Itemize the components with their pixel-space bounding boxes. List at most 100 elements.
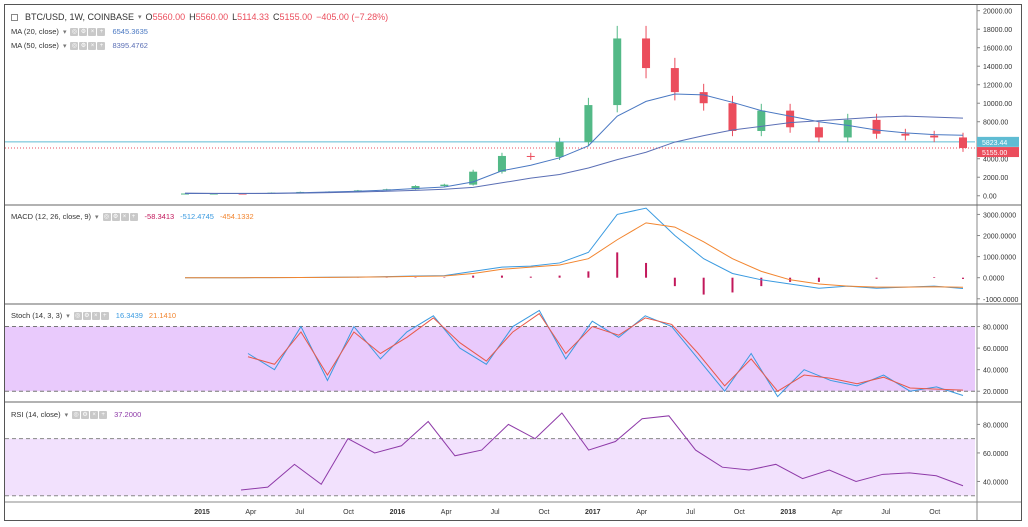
ma20-value: 6545.3635 xyxy=(112,27,148,36)
x-tick-label: Apr xyxy=(245,509,257,516)
y-tick-label: -1000.0000 xyxy=(983,297,1019,304)
chart-frame: 0.002000.004000.006000.008000.0010000.00… xyxy=(4,4,1022,521)
macd-legend: MACD (12, 26, close, 9) ▾ ◎ ⚙ × + -58.3413 … xyxy=(11,212,254,221)
ma50-line xyxy=(184,115,964,194)
candle-body xyxy=(872,119,881,134)
ohlc-key-l: L xyxy=(232,12,238,22)
candle-body xyxy=(440,184,449,187)
y-tick-label: 20.0000 xyxy=(983,389,1008,396)
y-tick-label: 60.0000 xyxy=(983,451,1008,458)
indicator-buttons[interactable]: ◎ ⚙ × + xyxy=(70,27,106,36)
candle-body xyxy=(613,38,622,106)
last-price-badge-text: 5155.00 xyxy=(982,150,1007,157)
indicator-buttons[interactable]: ◎ ⚙ × + xyxy=(102,212,138,221)
rsi-label: RSI (14, close) xyxy=(11,410,61,419)
y-tick-label: 0.00 xyxy=(983,194,997,201)
y-tick-label: 40.0000 xyxy=(983,479,1008,486)
x-tick-label: Jul xyxy=(491,509,500,516)
stoch-d-value: 21.1410 xyxy=(148,311,177,320)
candle-body xyxy=(555,142,564,157)
rsi-band xyxy=(5,438,975,496)
hline-price-badge xyxy=(977,136,1019,147)
y-tick-label: 0.0000 xyxy=(983,276,1005,283)
chevron-down-icon[interactable]: ▾ xyxy=(95,213,99,221)
candle-body xyxy=(786,110,795,128)
candle-body xyxy=(901,133,910,136)
indicator-buttons[interactable]: ◎ ⚙ × + xyxy=(72,410,108,419)
y-tick-label: 14000.00 xyxy=(983,64,1012,71)
x-tick-label: 2016 xyxy=(390,509,406,516)
candle-body xyxy=(411,186,420,190)
macd-line xyxy=(185,207,964,289)
chevron-down-icon[interactable]: ▾ xyxy=(138,14,142,21)
candle-body xyxy=(699,92,708,104)
main-legend: BTC/USD, 1W, COINBASE ▾ O5560.00 H5560.00… xyxy=(11,12,388,22)
y-tick-label: 12000.00 xyxy=(983,83,1012,90)
x-tick-label: Apr xyxy=(636,509,648,516)
candle-body xyxy=(497,155,506,172)
ohlc-values: O5560.00 H5560.00 L5114.33 C5155.00 xyxy=(146,12,313,22)
x-tick-label: Oct xyxy=(929,509,940,516)
ma20-label: MA (20, close) xyxy=(11,27,59,36)
x-tick-label: Oct xyxy=(734,509,745,516)
ohlc-key-o: O xyxy=(145,12,153,22)
y-tick-label: 16000.00 xyxy=(983,46,1012,53)
ohlc-value-h: 5560.00 xyxy=(195,12,229,22)
candle-body xyxy=(670,68,679,93)
macd-signal-value: -454.1332 xyxy=(219,212,254,221)
x-tick-label: 2017 xyxy=(585,509,601,516)
x-tick-label: 2018 xyxy=(780,509,796,516)
y-tick-label: 80.0000 xyxy=(983,325,1008,332)
y-tick-label: 10000.00 xyxy=(983,101,1012,108)
ohlc-value-c: 5155.00 xyxy=(279,12,313,22)
ma20-line xyxy=(185,93,964,195)
chevron-down-icon[interactable]: ▾ xyxy=(62,42,67,50)
stoch-legend: Stoch (14, 3, 3) ▾ ◎ ⚙ × + 16.3439 21.1410 xyxy=(11,311,176,320)
candle-body xyxy=(843,119,852,138)
x-tick-label: 2015 xyxy=(194,509,210,516)
collapse-icon[interactable] xyxy=(11,13,18,21)
candle-body xyxy=(526,155,535,157)
rsi-line xyxy=(240,412,964,491)
chevron-down-icon[interactable]: ▾ xyxy=(64,411,69,419)
candle-body xyxy=(757,110,766,131)
macd-hist-value: -58.3413 xyxy=(144,212,175,221)
chevron-down-icon[interactable]: ▾ xyxy=(62,28,67,36)
candle-body xyxy=(642,38,651,69)
macd-signal-line xyxy=(185,222,964,288)
candle-body xyxy=(959,137,967,149)
candle-body xyxy=(469,171,478,185)
y-tick-label: 60.0000 xyxy=(983,346,1008,353)
macd-line-value: -512.4745 xyxy=(180,212,214,221)
ma50-label: MA (50, close) xyxy=(11,41,59,50)
rsi-value: 37.2000 xyxy=(114,410,142,419)
indicator-buttons[interactable]: ◎ ⚙ × + xyxy=(70,41,106,50)
x-tick-label: Jul xyxy=(686,509,695,516)
x-tick-label: Jul xyxy=(881,509,890,516)
candle-body xyxy=(728,103,737,131)
y-tick-label: 40.0000 xyxy=(983,368,1008,375)
macd-label: MACD (12, 26, close, 9) xyxy=(11,212,92,221)
ma50-value: 8395.4762 xyxy=(112,41,148,50)
x-tick-label: Jul xyxy=(295,509,304,516)
ohlc-key-c: C xyxy=(273,12,280,22)
ohlc-value-o: 5560.00 xyxy=(152,12,186,22)
x-tick-label: Oct xyxy=(343,509,354,516)
x-tick-label: Apr xyxy=(832,509,844,516)
y-tick-label: 8000.00 xyxy=(983,120,1008,127)
y-tick-label: 2000.0000 xyxy=(983,234,1016,241)
ma20-legend: MA (20, close) ▾ ◎ ⚙ × + 6545.3635 xyxy=(11,27,148,36)
indicator-buttons[interactable]: ◎ ⚙ × + xyxy=(73,311,109,320)
ma50-legend: MA (50, close) ▾ ◎ ⚙ × + 8395.4762 xyxy=(11,41,148,50)
chart-canvas[interactable]: 0.002000.004000.006000.008000.0010000.00… xyxy=(5,5,1021,520)
candle-body xyxy=(814,127,823,138)
chevron-down-icon[interactable]: ▾ xyxy=(66,312,70,320)
symbol-title: BTC/USD, 1W, COINBASE xyxy=(25,12,135,22)
y-tick-label: 80.0000 xyxy=(983,422,1008,429)
y-tick-label: 20000.00 xyxy=(983,9,1012,16)
y-tick-label: 3000.0000 xyxy=(983,212,1016,219)
candle-body xyxy=(584,105,593,143)
hline-price-badge-text: 5823.44 xyxy=(982,140,1007,147)
y-tick-label: 1000.0000 xyxy=(983,255,1016,262)
x-tick-label: Oct xyxy=(539,509,550,516)
